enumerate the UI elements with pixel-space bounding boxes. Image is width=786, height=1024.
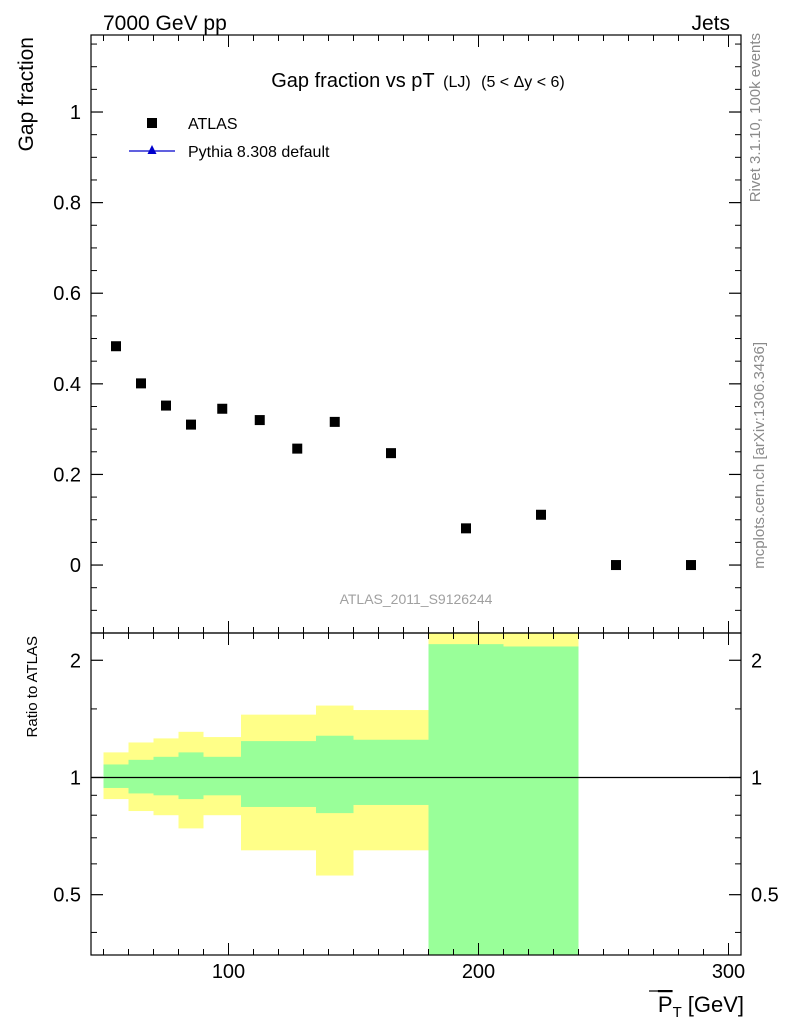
ratio-bands (91, 633, 741, 955)
x-axis-label-symbol: P (658, 992, 673, 1017)
header-energy: 7000 GeV pp (103, 12, 227, 35)
main-y-tick-label: 1 (70, 102, 81, 124)
legend-marker-atlas (147, 118, 157, 128)
ratio-y-tick-label-right: 1 (751, 767, 762, 789)
main-y-tick-label: 0.8 (53, 193, 81, 215)
atlas-data-point (292, 443, 303, 454)
legend: ATLAS Pythia 8.308 default (129, 116, 330, 161)
ratio-band-inner-3 (178, 752, 204, 800)
main-y-tick-label: 0.4 (53, 374, 81, 396)
atlas-data-point (217, 403, 228, 414)
atlas-data-point (536, 509, 546, 520)
header-process: Jets (691, 12, 730, 35)
atlas-data-point (254, 415, 265, 426)
x-axis-label-unit: [GeV] (688, 992, 744, 1017)
ratio-band-inner-6 (278, 741, 316, 807)
mcplots-source-label: mcplots.cern.ch [arXiv:1306.3436] (751, 342, 768, 569)
ratio-band-inner-10 (503, 646, 579, 955)
atlas-data-point (611, 560, 621, 571)
atlas-data-point (186, 419, 196, 430)
x-tick-label: 200 (462, 961, 495, 983)
main-y-tick-label: 0.6 (53, 283, 81, 305)
ratio-y-axis-label: Ratio to ATLAS (24, 636, 41, 737)
legend-label-pythia: Pythia 8.308 default (188, 144, 330, 161)
ratio-band-inner-4 (203, 756, 241, 796)
atlas-data-point (161, 400, 171, 411)
data-points (111, 341, 696, 571)
ratio-axis-ticks: 0.5 0.5 1 1 2 2 100 200 300 (53, 633, 779, 983)
ratio-band-inner-1 (128, 759, 154, 794)
analysis-watermark: ATLAS_2011_S9126244 (340, 591, 493, 607)
ratio-plot-frame (90, 632, 742, 956)
atlas-data-point (329, 416, 340, 427)
ratio-band-inner-9 (428, 644, 504, 955)
atlas-data-point (136, 378, 146, 389)
ratio-y-tick-label-right: 0.5 (751, 885, 779, 907)
title-range: (5 < Δy < 6) (481, 74, 565, 91)
ratio-y-tick-label: 1 (70, 767, 81, 789)
rivet-version-label: Rivet 3.1.10, 100k events (747, 33, 764, 202)
ratio-band-inner-5 (241, 741, 279, 807)
ratio-band-inner-2 (153, 756, 179, 796)
ratio-y-tick-label: 0.5 (53, 885, 81, 907)
x-axis-label-subscript: T (673, 1004, 682, 1021)
ratio-y-tick-label: 2 (70, 650, 81, 672)
title-subscript: (LJ) (443, 74, 471, 91)
x-tick-label: 100 (212, 961, 245, 983)
ratio-band-inner-7 (316, 735, 354, 814)
atlas-data-point (686, 560, 696, 571)
main-y-tick-label: 0 (70, 555, 81, 577)
main-y-tick-label: 0.2 (53, 464, 81, 486)
legend-marker-pythia (147, 145, 157, 154)
atlas-data-point (386, 448, 396, 459)
plot-title: Gap fraction vs pT (LJ) (5 < Δy < 6) (271, 70, 564, 92)
atlas-data-point (461, 523, 471, 534)
ratio-band-inner-0 (103, 764, 129, 788)
legend-label-atlas: ATLAS (188, 116, 238, 133)
main-y-axis-label: Gap fraction (15, 37, 38, 151)
atlas-data-point (111, 341, 121, 352)
ratio-band-inner-8 (353, 739, 429, 805)
ratio-y-tick-label-right: 2 (751, 650, 762, 672)
main-axis-ticks: 0 0.2 0.4 0.6 0.8 1 (53, 35, 741, 634)
title-main: Gap fraction vs pT (271, 70, 434, 92)
x-tick-label: 300 (712, 961, 745, 983)
x-axis-label: PT [GeV] (658, 992, 744, 1021)
